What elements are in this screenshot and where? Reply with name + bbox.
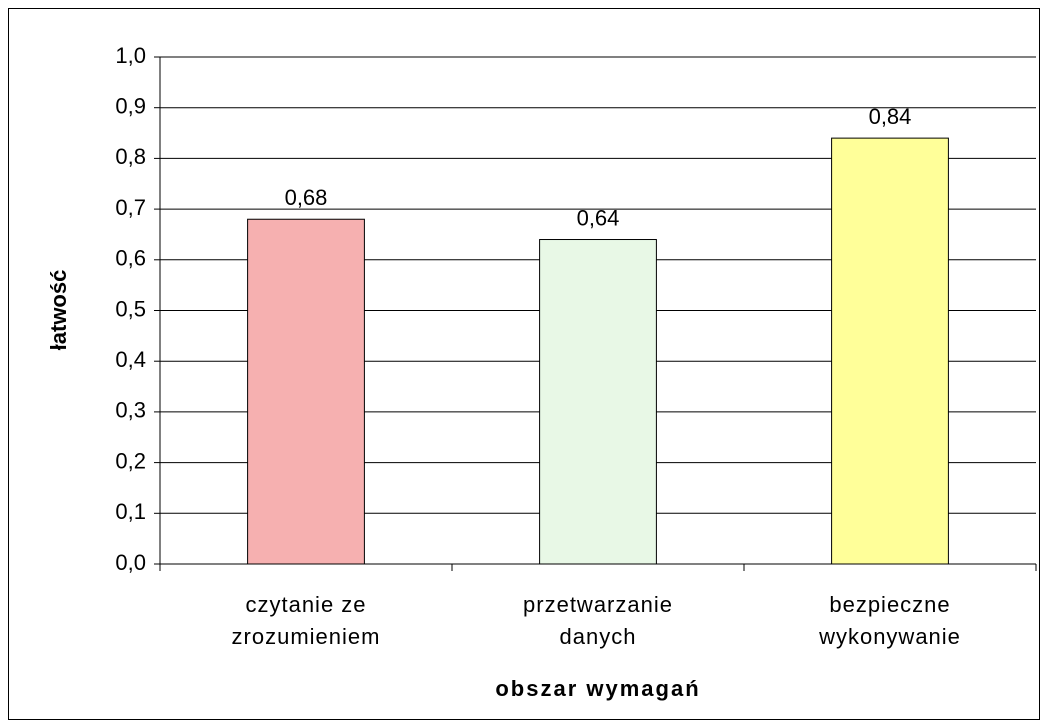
- y-tick-label: 0,9: [115, 94, 146, 119]
- x-axis-label: obszar wymagań: [495, 676, 700, 701]
- y-tick-label: 0,2: [115, 448, 146, 473]
- bar: [247, 218, 365, 565]
- y-tick-label: 0,6: [115, 246, 146, 271]
- y-tick-label: 0,0: [115, 550, 146, 575]
- x-tick-label: bezpieczne wykonywanie: [818, 592, 961, 649]
- data-label: 0,84: [869, 104, 912, 129]
- y-tick-label: 0,8: [115, 144, 146, 169]
- bar: [831, 137, 949, 565]
- y-tick-label: 0,1: [115, 499, 146, 524]
- y-tick-label: 1,0: [115, 43, 146, 68]
- data-label: 0,68: [285, 185, 328, 210]
- y-tick-label: 0,7: [115, 195, 146, 220]
- bar: [539, 239, 657, 565]
- x-tick-label: czytanie ze zrozumieniem: [232, 592, 381, 649]
- x-tick-label: przetwarzanie danych: [523, 592, 673, 649]
- data-label: 0,64: [577, 205, 620, 230]
- y-axis-label: łatwość: [46, 270, 71, 351]
- y-tick-label: 0,3: [115, 398, 146, 423]
- y-tick-label: 0,5: [115, 296, 146, 321]
- y-tick-label: 0,4: [115, 347, 146, 372]
